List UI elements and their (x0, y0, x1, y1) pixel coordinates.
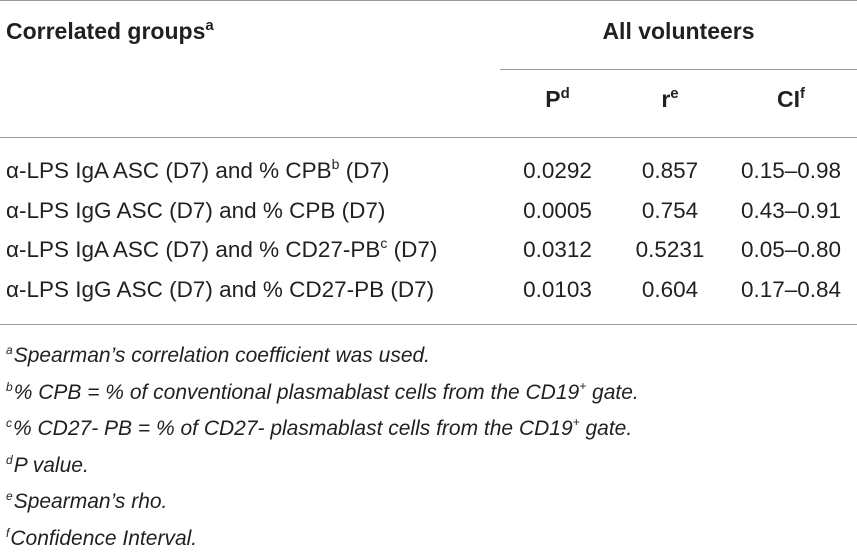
footnotes: aSpearman’s correlation coefficient was … (6, 339, 851, 559)
row-label-text: α-LPS IgG ASC (D7) and % CD27-PB (D7) (6, 277, 435, 302)
group-span-rule (500, 69, 857, 70)
footnote-text: Spearman’s rho. (13, 490, 168, 514)
header-ci-footnote-mark: f (800, 85, 805, 102)
header-all-volunteers: All volunteers (602, 18, 755, 44)
footnote-mark: f (6, 525, 10, 540)
table-row: α-LPS IgG ASC (D7) and % CPB (D7) 0.0005… (0, 191, 857, 231)
footnote-mark: d (6, 452, 13, 467)
table-row: α-LPS IgA ASC (D7) and % CPBb (D7) 0.029… (0, 151, 857, 191)
row-label-text: α-LPS IgA ASC (D7) and % CD27-PB (6, 237, 381, 262)
header-ci-text: CI (777, 86, 800, 112)
cell-ci: 0.17–0.84 (740, 277, 842, 302)
footnote-text: Spearman’s correlation coefficient was u… (13, 344, 431, 367)
footnote: b% CPB = % of conventional plasmablast c… (6, 376, 851, 413)
cell-r: 0.754 (641, 198, 699, 223)
footnote: aSpearman’s correlation coefficient was … (6, 339, 851, 376)
row-label-footnote-mark: b (331, 156, 340, 172)
header-groups-text: Correlated groups (6, 18, 206, 44)
row-label-suffix: (D7) (339, 158, 390, 183)
footnote-text-suffix: gate. (586, 380, 639, 404)
top-rule (0, 0, 857, 1)
header-p-footnote-mark: d (560, 85, 570, 102)
footnote-text: Confidence Interval. (10, 526, 198, 550)
row-label-text: α-LPS IgG ASC (D7) and % CPB (D7) (6, 198, 386, 223)
row-label: α-LPS IgA ASC (D7) and % CPBb (D7) (6, 151, 389, 191)
footnote-text: P value. (13, 453, 89, 477)
footnote-superscript: + (572, 415, 580, 430)
cell-r: 0.857 (641, 158, 699, 183)
footnote-mark: c (6, 416, 12, 431)
table-row: α-LPS IgA ASC (D7) and % CD27-PBc (D7) 0… (0, 230, 857, 270)
cell-ci: 0.43–0.91 (740, 198, 842, 223)
footnote-text: % CPB = % of conventional plasmablast ce… (13, 380, 580, 404)
row-label-suffix: (D7) (387, 237, 438, 262)
cell-ci: 0.15–0.98 (740, 158, 842, 183)
cell-p: 0.0312 (523, 237, 592, 262)
footnote-mark: b (6, 379, 13, 394)
footnote-superscript: + (579, 378, 587, 393)
footnote: fConfidence Interval. (6, 522, 851, 559)
header-p: Pd (500, 86, 615, 112)
header-r-footnote-mark: e (670, 85, 679, 102)
header-ci: CIf (725, 86, 857, 112)
footnote: c% CD27- PB = % of CD27- plasmablast cel… (6, 412, 851, 449)
footnote-text-suffix: gate. (579, 417, 633, 441)
header-r: re (615, 86, 725, 112)
footnote: eSpearman’s rho. (6, 485, 851, 522)
header-correlated-groups: Correlated groupsa (6, 18, 214, 44)
footnote: dP value. (6, 449, 851, 486)
row-label: α-LPS IgG ASC (D7) and % CD27-PB (D7) (6, 270, 434, 310)
table-row: α-LPS IgG ASC (D7) and % CD27-PB (D7) 0.… (0, 270, 857, 310)
cell-r: 0.604 (641, 277, 699, 302)
cell-ci: 0.05–0.80 (740, 237, 842, 262)
bottom-rule (0, 324, 857, 325)
row-label-text: α-LPS IgA ASC (D7) and % CPB (6, 158, 332, 183)
header-groups-footnote-mark: a (205, 17, 214, 34)
footnote-text: % CD27- PB = % of CD27- plasmablast cell… (13, 417, 573, 441)
cell-p: 0.0292 (523, 158, 592, 183)
cell-p: 0.0005 (523, 198, 592, 223)
footnote-mark: a (6, 343, 13, 357)
row-label: α-LPS IgA ASC (D7) and % CD27-PBc (D7) (6, 230, 437, 270)
header-p-text: P (545, 86, 561, 112)
header-rule (0, 137, 857, 138)
cell-p: 0.0103 (523, 277, 592, 302)
cell-r: 0.5231 (635, 237, 705, 262)
row-label-footnote-mark: c (380, 235, 388, 251)
header-r-text: r (661, 86, 671, 112)
row-label: α-LPS IgG ASC (D7) and % CPB (D7) (6, 191, 385, 231)
footnote-mark: e (6, 489, 13, 504)
